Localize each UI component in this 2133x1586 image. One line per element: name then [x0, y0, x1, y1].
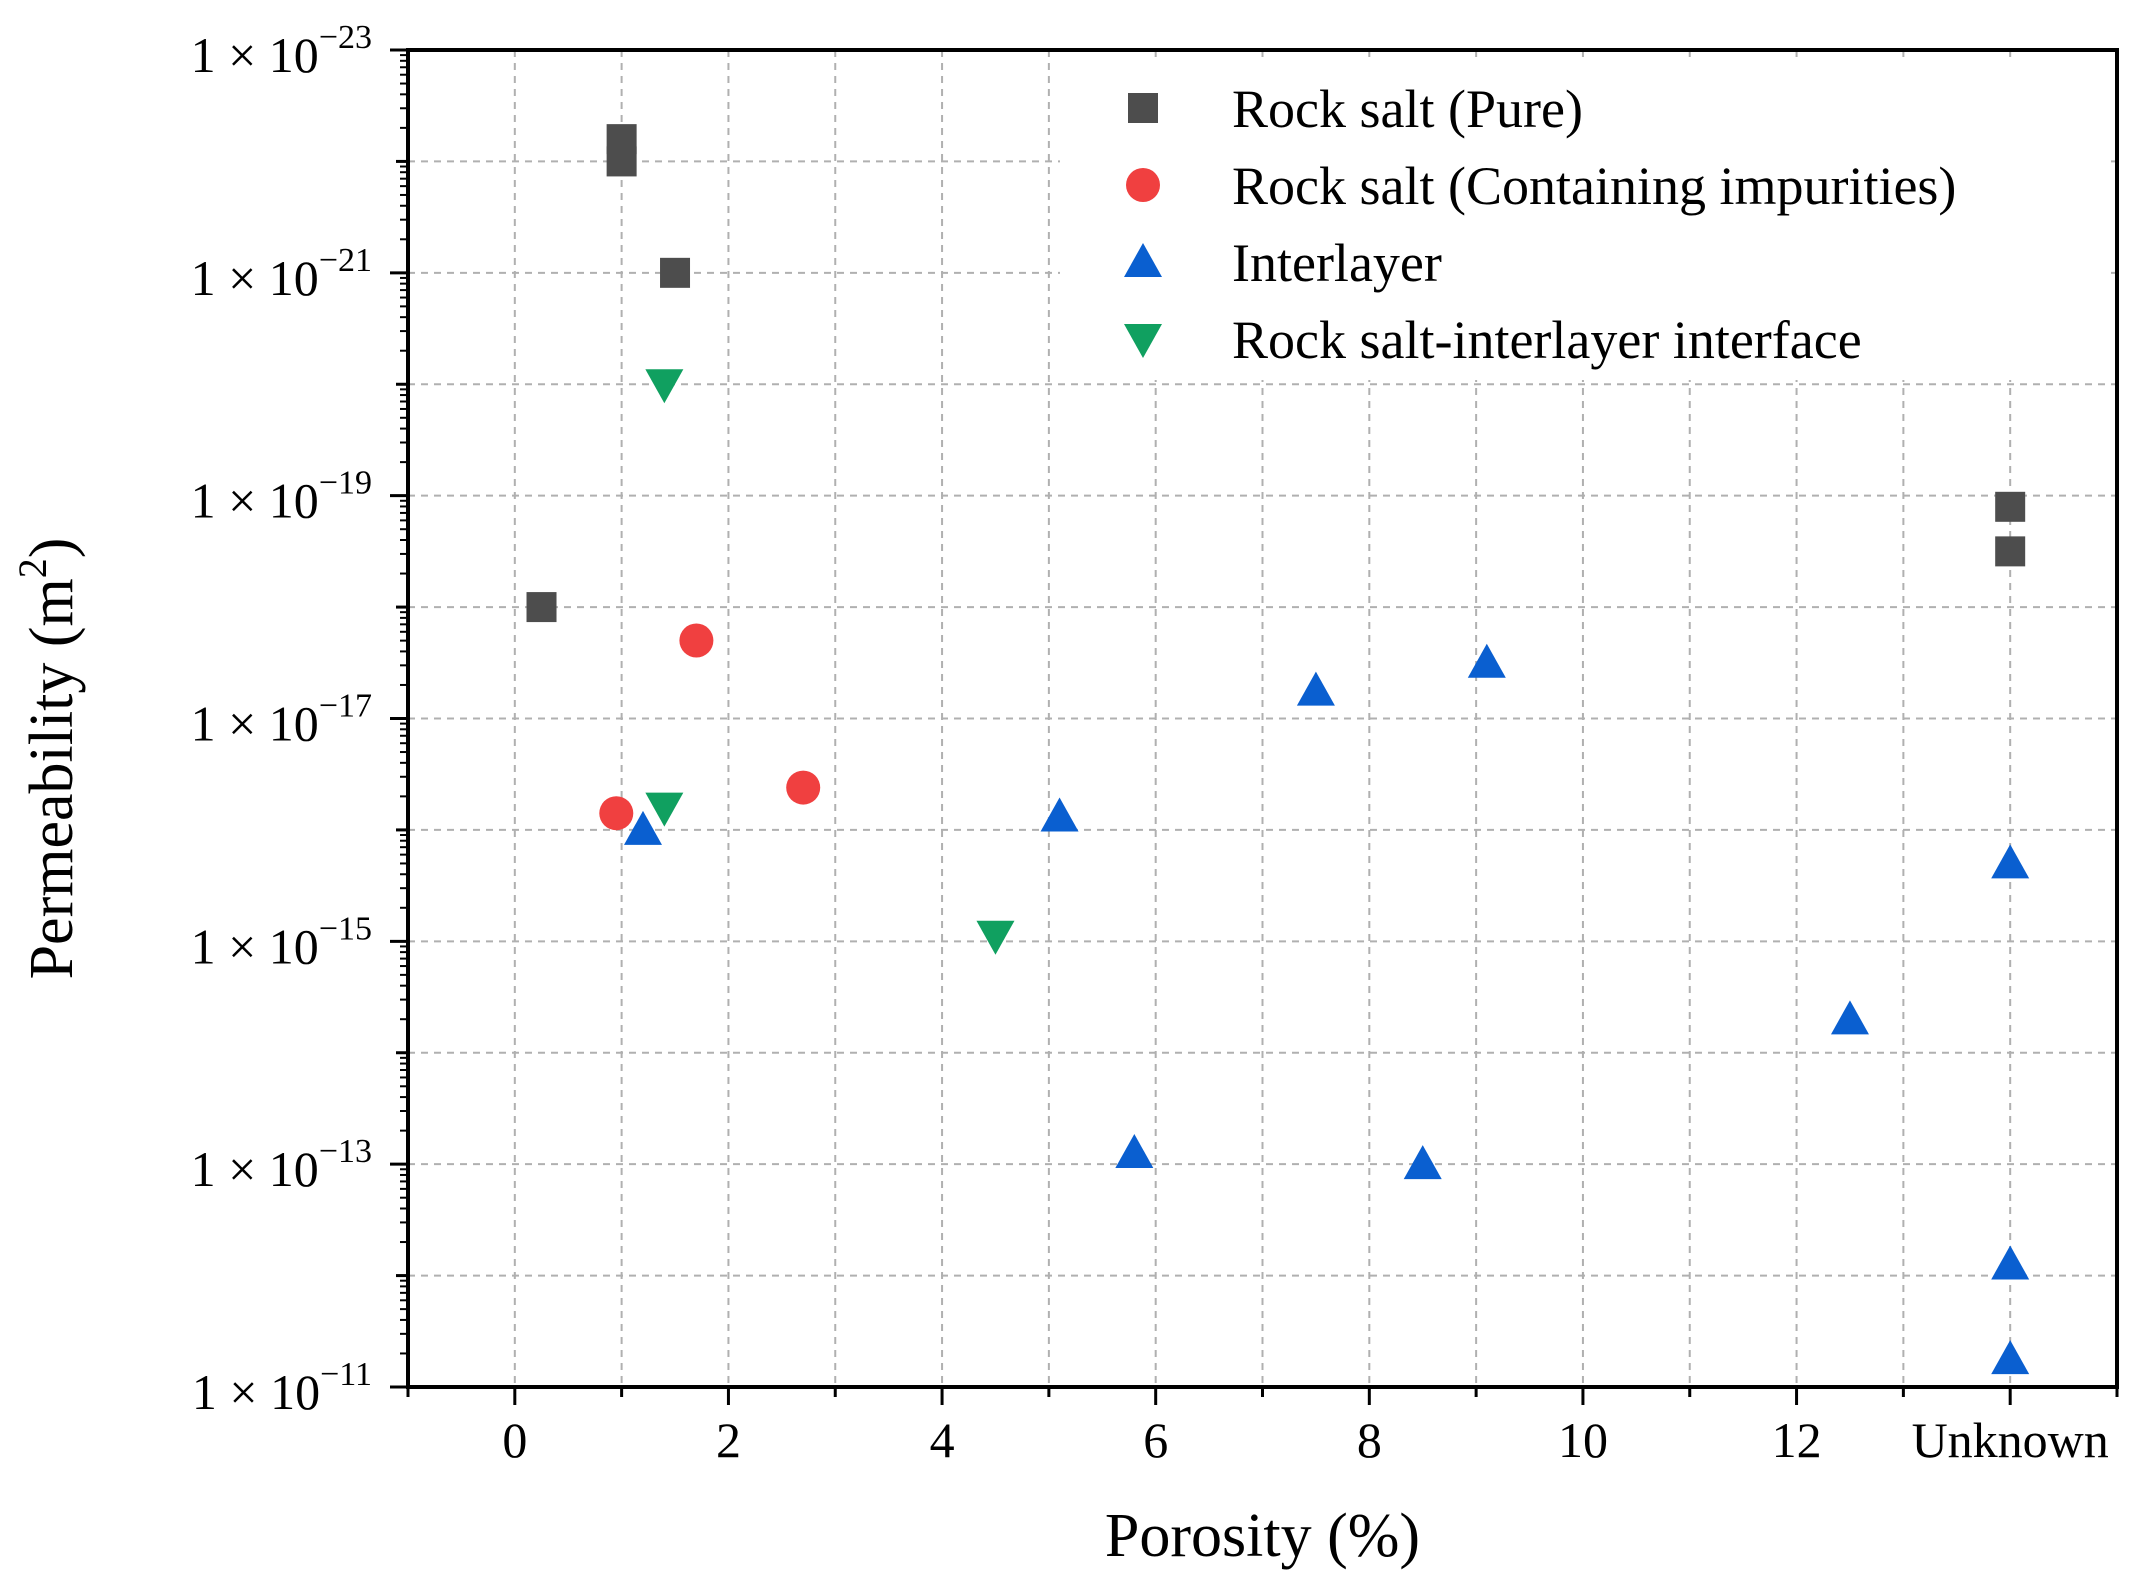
y-tick-label-exponent: −11 [320, 1356, 372, 1393]
y-axis-label-text: Permeability (m [18, 578, 86, 979]
y-tick-label-base: 1 × 10 [191, 918, 319, 974]
y-tick-label-exponent: −17 [319, 688, 372, 725]
y-axis-label: Permeability (m2) [10, 538, 86, 980]
legend-box [1060, 60, 2110, 380]
y-tick-label-base: 1 × 10 [191, 1141, 319, 1197]
legend-marker [1128, 93, 1158, 123]
point-rock-salt-pure [606, 146, 637, 177]
legend-label: Rock salt-interlayer interface [1232, 310, 1862, 370]
legend-label: Rock salt (Containing impurities) [1232, 156, 1956, 216]
legend-marker [1126, 168, 1160, 202]
x-tick-label: 2 [716, 1412, 741, 1468]
y-tick-label-exponent: −21 [319, 242, 372, 279]
point-rock-salt-interlayer-interface [976, 920, 1015, 955]
point-interlayer [1296, 671, 1335, 706]
y-tick-label-exponent: −23 [319, 19, 372, 56]
legend-marker [1124, 243, 1162, 277]
y-tick-label-base: 1 × 10 [191, 473, 319, 529]
x-tick-label: 12 [1772, 1412, 1822, 1468]
y-tick-label: 1 × 10−17 [191, 688, 372, 752]
y-tick-label-base: 1 × 10 [192, 1364, 320, 1420]
point-interlayer [1467, 643, 1506, 678]
y-tick-label-exponent: −13 [319, 1133, 372, 1170]
legend-marker [1124, 324, 1162, 358]
point-rock-salt-containing-impurities [679, 623, 714, 658]
y-axis-label-close: ) [18, 538, 86, 559]
legend-label: Interlayer [1232, 233, 1442, 293]
point-interlayer [1040, 797, 1079, 832]
point-rock-salt-containing-impurities [599, 796, 634, 831]
x-axis-label: Porosity (%) [1105, 1502, 1420, 1570]
y-tick-label-base: 1 × 10 [191, 696, 319, 752]
point-interlayer [623, 810, 662, 845]
point-rock-salt-containing-impurities [786, 770, 821, 805]
point-interlayer [1991, 1245, 2030, 1280]
point-interlayer [1403, 1145, 1442, 1180]
x-tick-label: 10 [1558, 1412, 1608, 1468]
x-tick-label: 0 [502, 1412, 527, 1468]
legend-background [1060, 60, 2110, 380]
y-tick-label: 1 × 10−21 [191, 242, 372, 306]
y-tick-label-base: 1 × 10 [191, 27, 319, 83]
point-rock-salt-pure [526, 592, 557, 623]
y-axis-label-superscript: 2 [10, 558, 55, 578]
x-tick-label: Unknown [1912, 1412, 2109, 1468]
point-rock-salt-interlayer-interface [645, 369, 684, 404]
y-tick-label: 1 × 10−23 [191, 19, 372, 83]
y-tick-label: 1 × 10−13 [191, 1133, 372, 1197]
x-tick-label: 4 [930, 1412, 955, 1468]
point-interlayer [1991, 844, 2030, 879]
legend: Rock salt (Pure) Rock salt (Containing im… [1124, 79, 1956, 370]
point-rock-salt-pure [1995, 491, 2026, 522]
y-tick-label: 1 × 10−11 [192, 1356, 372, 1420]
point-interlayer [1991, 1340, 2030, 1375]
data-points [526, 124, 2030, 1375]
y-tick-label: 1 × 10−15 [191, 910, 372, 974]
y-tick-label-exponent: −19 [319, 465, 372, 502]
legend-label: Rock salt (Pure) [1232, 79, 1583, 139]
point-interlayer [1830, 1000, 1869, 1035]
point-rock-salt-interlayer-interface [645, 792, 684, 827]
point-interlayer [1115, 1134, 1154, 1169]
point-rock-salt-pure [660, 257, 691, 288]
x-tick-label: 8 [1357, 1412, 1382, 1468]
y-tick-label: 1 × 10−19 [191, 465, 372, 529]
y-tick-label-exponent: −15 [319, 910, 372, 947]
y-tick-label-base: 1 × 10 [191, 250, 319, 306]
x-tick-label: 6 [1143, 1412, 1168, 1468]
point-rock-salt-pure [1995, 536, 2026, 567]
